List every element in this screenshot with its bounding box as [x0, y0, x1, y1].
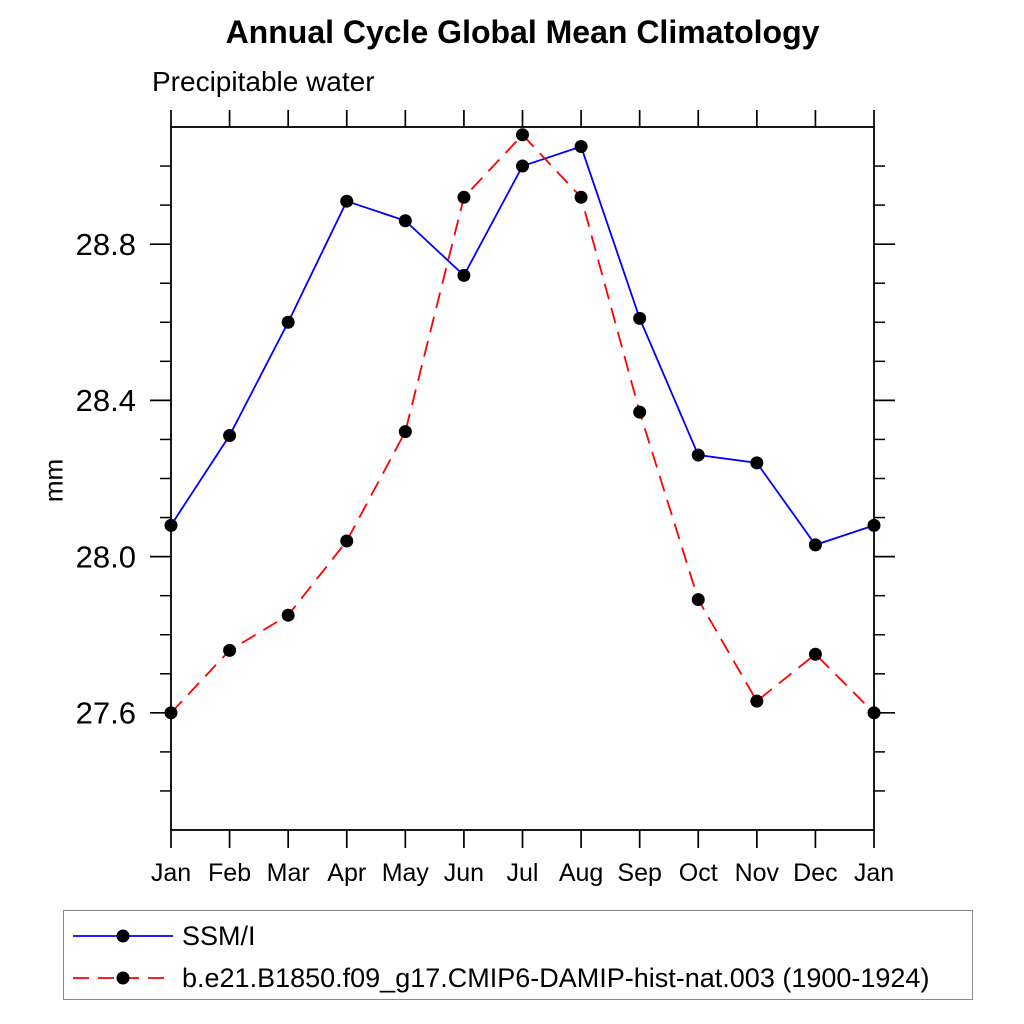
data-point-marker — [398, 214, 412, 228]
legend-line-sample-solid — [73, 929, 173, 943]
x-tick-label: Aug — [559, 859, 603, 887]
x-tick-label: Mar — [267, 859, 310, 887]
data-point-marker — [691, 448, 705, 462]
legend-sample-marker — [116, 971, 130, 985]
x-tick-label: Jun — [444, 859, 484, 887]
legend-entry-ssmi: SSM/I — [70, 918, 256, 954]
y-tick-label: 28.4 — [76, 383, 136, 418]
chart-title: Annual Cycle Global Mean Climatology — [225, 14, 820, 50]
x-tick-label: Apr — [327, 859, 366, 887]
data-point-marker — [164, 518, 178, 532]
data-point-marker — [750, 456, 764, 470]
data-point-marker — [633, 405, 647, 419]
data-point-marker — [223, 643, 237, 657]
data-point-marker — [457, 268, 471, 282]
data-point-marker — [808, 538, 822, 552]
data-point-marker — [750, 694, 764, 708]
data-point-marker — [398, 425, 412, 439]
series-line-1 — [170, 133, 875, 714]
data-point-marker — [457, 190, 471, 204]
data-point-marker — [808, 647, 822, 661]
data-point-marker — [281, 608, 295, 622]
y-tick-label: 28.8 — [76, 227, 136, 262]
data-point-marker — [574, 190, 588, 204]
x-tick-label: Jul — [507, 859, 539, 887]
data-point-marker — [867, 518, 881, 532]
chart-subtitle: Precipitable water — [152, 66, 375, 97]
x-tick-label: Jan — [151, 859, 191, 887]
data-point-marker — [516, 128, 529, 142]
data-point-marker — [340, 194, 354, 208]
x-tick-label: Jan — [854, 859, 894, 887]
data-point-marker — [633, 311, 647, 325]
legend-box: SSM/I b.e21.B1850.f09_g17.CMIP6-DAMIP-hi… — [63, 910, 973, 1000]
x-tick-label: Feb — [208, 859, 251, 887]
series-line-0 — [170, 145, 875, 546]
x-tick-label: Nov — [735, 859, 780, 887]
x-tick-label: Sep — [617, 859, 661, 887]
legend-entry-model: b.e21.B1850.f09_g17.CMIP6-DAMIP-hist-nat… — [70, 960, 929, 996]
data-point-marker — [164, 706, 178, 720]
legend-line-sample-dashed — [73, 971, 173, 985]
legend-label: b.e21.B1850.f09_g17.CMIP6-DAMIP-hist-nat… — [182, 962, 930, 993]
data-point-marker — [340, 534, 354, 548]
x-tick-label: Dec — [793, 859, 837, 887]
y-tick-label: 27.6 — [76, 696, 136, 731]
x-tick-label: May — [382, 859, 430, 887]
x-tick-label: Oct — [679, 859, 718, 887]
data-point-marker — [516, 159, 529, 173]
legend-label: SSM/I — [182, 920, 256, 951]
data-point-marker — [281, 315, 295, 329]
data-point-marker — [867, 706, 881, 720]
legend-sample-marker — [116, 929, 130, 943]
data-point-marker — [223, 429, 237, 443]
data-point-marker — [691, 593, 705, 607]
data-point-marker — [574, 140, 588, 154]
y-tick-label: 28.0 — [76, 539, 136, 574]
